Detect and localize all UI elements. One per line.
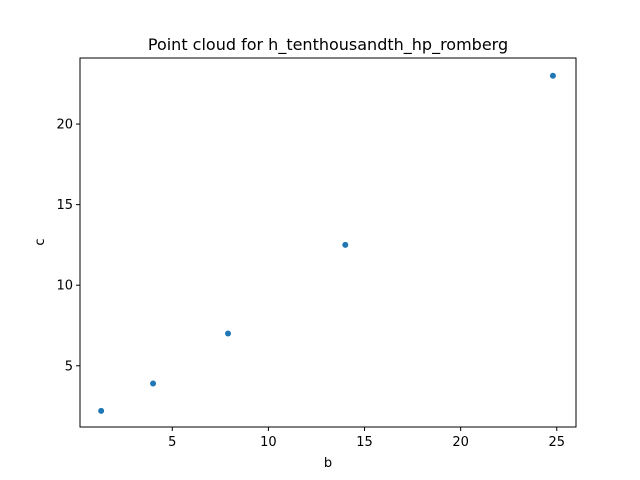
data-point [342,241,349,248]
data-point [150,380,157,387]
x-tick-label: 10 [260,435,277,450]
data-point [225,330,232,337]
x-axis-label: b [324,456,332,471]
plot-area [79,57,577,428]
y-tick-label: 5 [65,359,73,374]
x-tick-label: 15 [356,435,373,450]
data-point [549,72,556,79]
x-tick-label: 5 [168,435,176,450]
x-tick-label: 20 [452,435,469,450]
y-axis-label: c [33,238,48,245]
data-points [98,72,556,414]
y-tick-label: 15 [56,198,73,213]
x-tick-label: 25 [549,435,566,450]
data-point [98,407,105,414]
y-tick-label: 20 [56,118,73,133]
x-axis: 5 10 15 20 25 [168,427,565,450]
y-tick-label: 10 [56,279,73,294]
chart-title: Point cloud for h_tenthousandth_hp_rombe… [148,35,508,55]
y-axis: 5 10 15 20 [56,118,80,374]
